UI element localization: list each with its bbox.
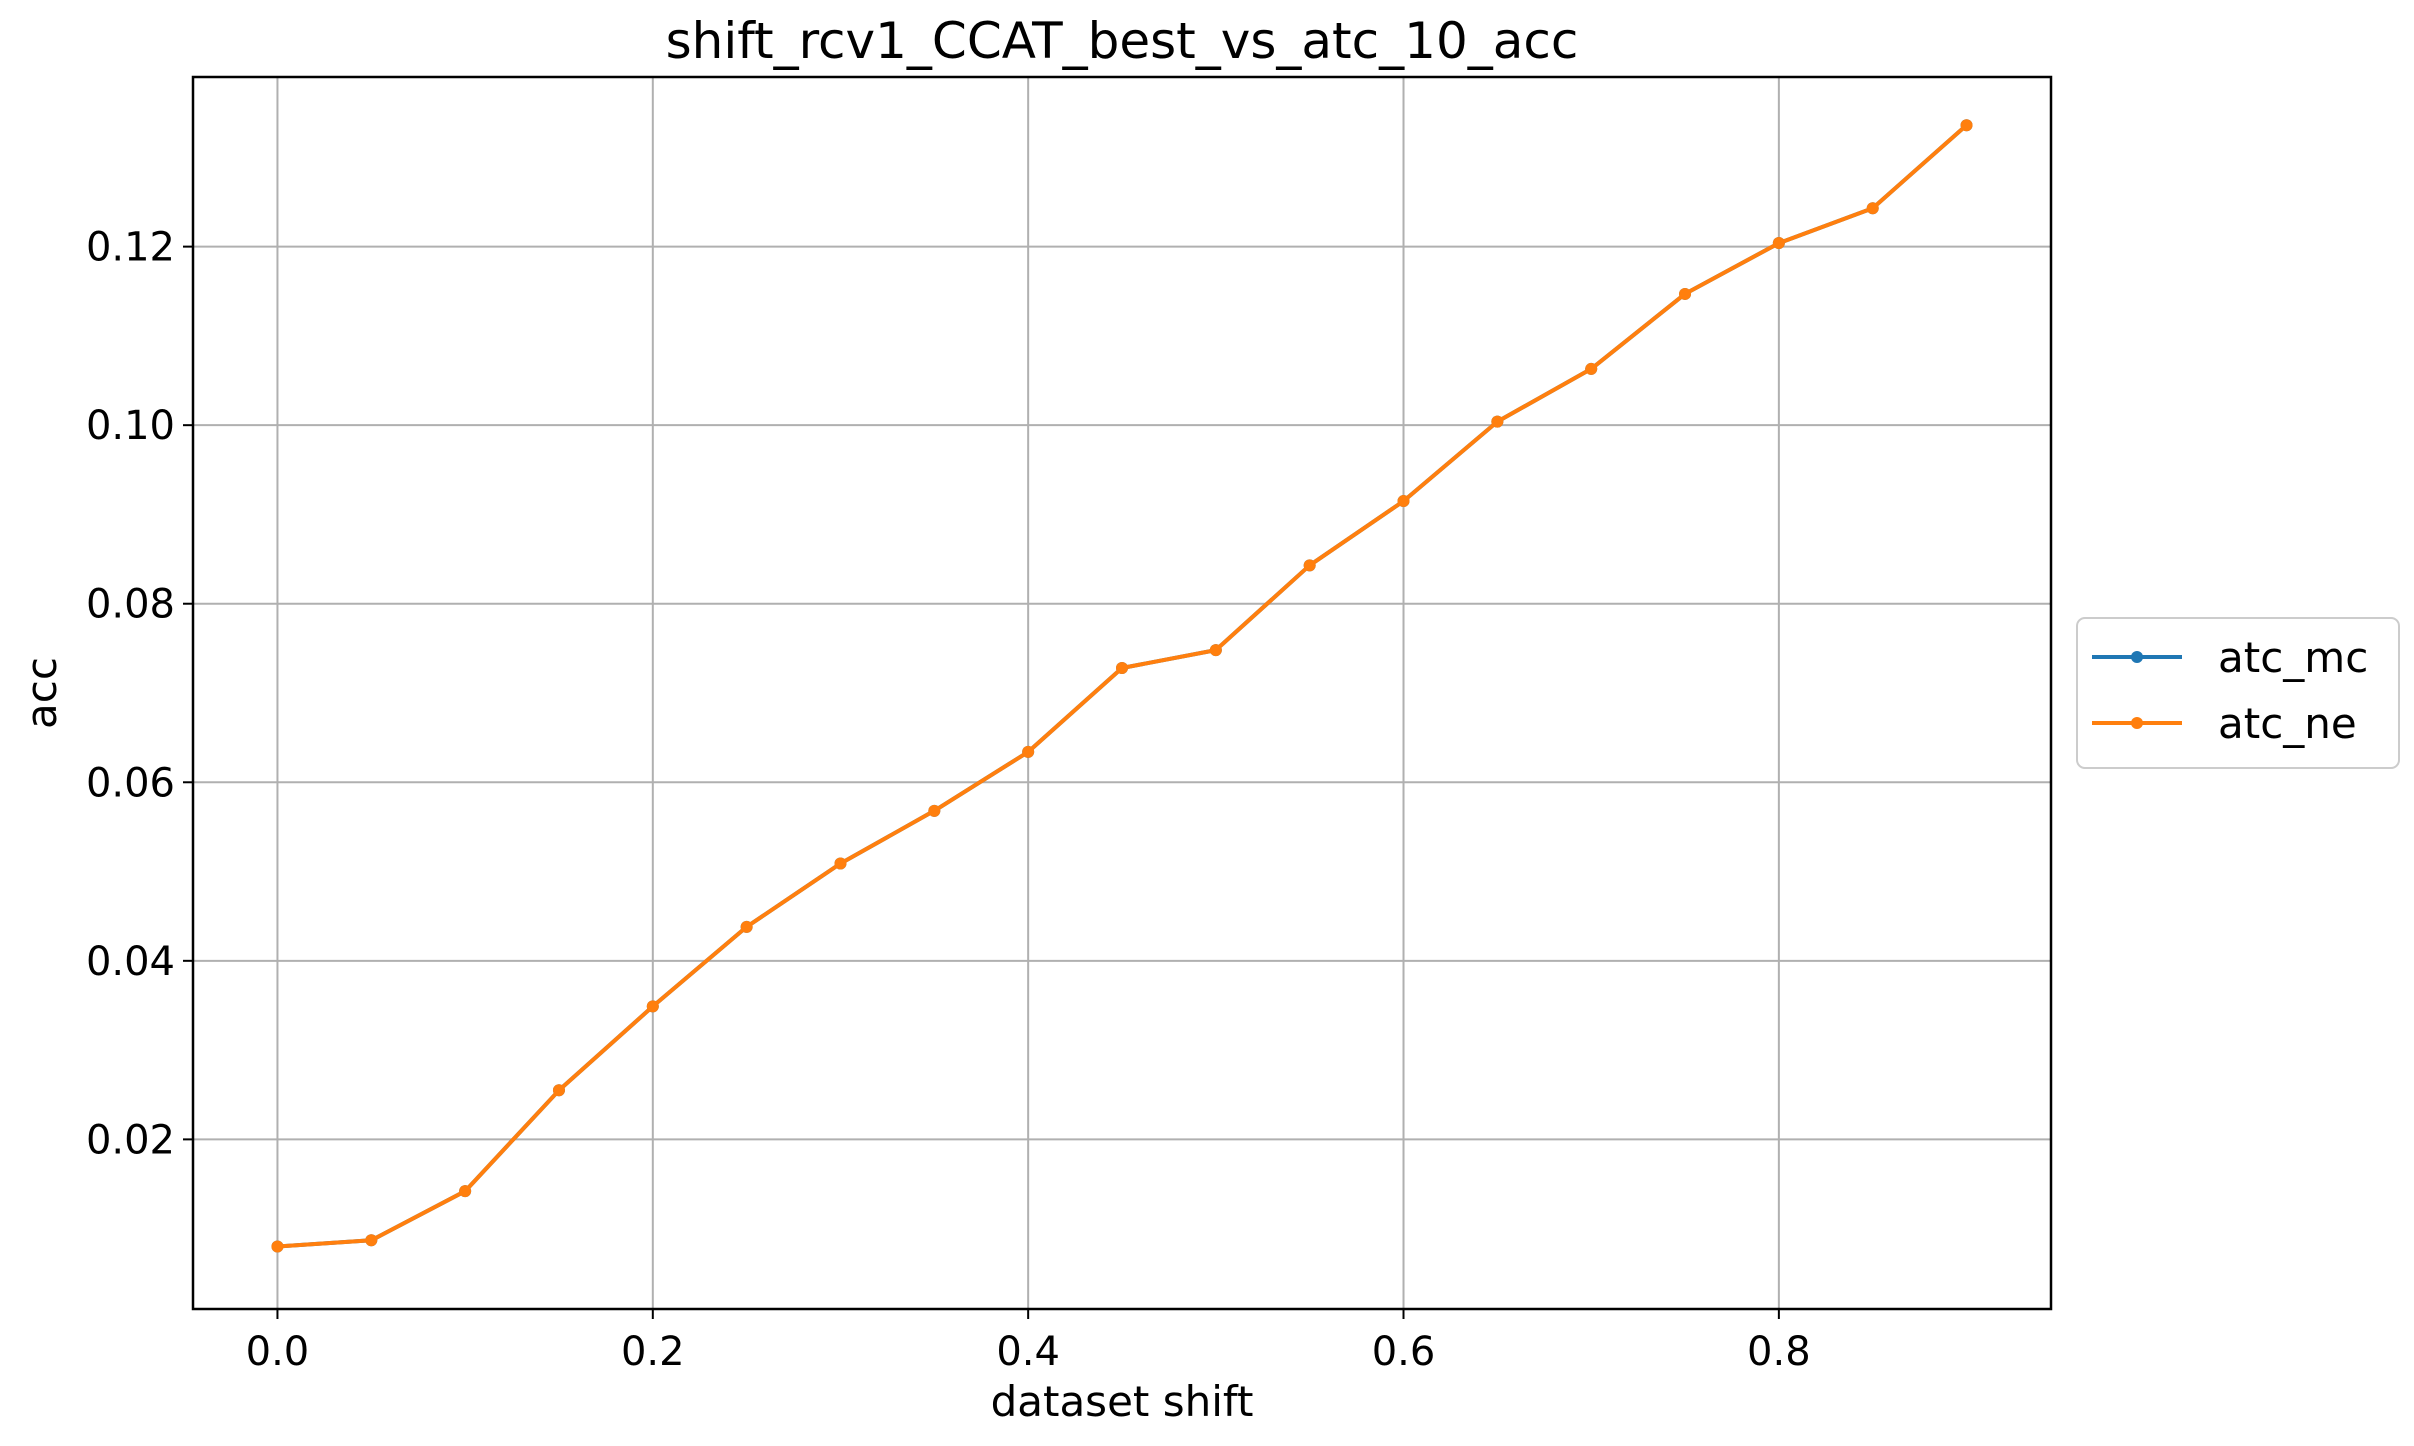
y-tick-label: 0.02 [86,1117,175,1163]
y-tick-label: 0.08 [86,582,175,628]
legend-marker [2131,717,2143,729]
x-tick-label: 0.6 [1372,1329,1436,1375]
data-point [1960,119,1973,132]
data-point [1397,495,1410,508]
legend-item: atc_ne [2092,699,2357,748]
axis-ticks: 0.0 0.2 0.4 0.6 0.8 0.02 0.04 0.06 0.08 0.10 0.12 [86,225,1811,1375]
x-tick-label: 0.0 [246,1329,310,1375]
data-point [1585,362,1598,375]
x-axis-label: dataset shift [991,1377,1254,1426]
series-atc-ne [271,119,1973,1253]
y-tick-label: 0.06 [86,760,175,806]
legend: atc_mc atc_ne [2076,617,2400,769]
y-tick-label: 0.12 [86,225,175,271]
data-point [1679,287,1692,300]
data-point [740,920,753,933]
data-point [1116,662,1128,675]
x-tick-label: 0.4 [996,1329,1060,1375]
legend-label: atc_mc [2218,633,2368,682]
chart-title: shift_rcv1_CCAT_best_vs_atc_10_acc [666,12,1579,70]
legend-item: atc_mc [2092,633,2368,682]
legend-label: atc_ne [2218,699,2357,748]
grid [193,77,2051,1309]
data-point [928,804,941,817]
x-tick-label: 0.2 [621,1329,685,1375]
legend-marker [2131,651,2143,663]
y-axis-label: acc [17,657,66,729]
plot-area-frame [191,75,2053,1311]
data-point [1303,559,1316,572]
data-point [1209,644,1222,657]
x-tick-label: 0.8 [1747,1329,1811,1375]
data-point [834,857,847,870]
series-group [271,119,1973,1253]
y-tick-label: 0.10 [86,403,175,449]
data-point [459,1185,472,1198]
data-point [1866,202,1879,215]
data-point [552,1084,565,1097]
data-point [365,1234,378,1247]
data-point [646,1000,659,1013]
data-point [1022,745,1035,758]
y-tick-label: 0.04 [86,939,175,985]
data-point [1772,237,1785,250]
data-point [271,1240,284,1253]
data-point [1491,415,1504,428]
